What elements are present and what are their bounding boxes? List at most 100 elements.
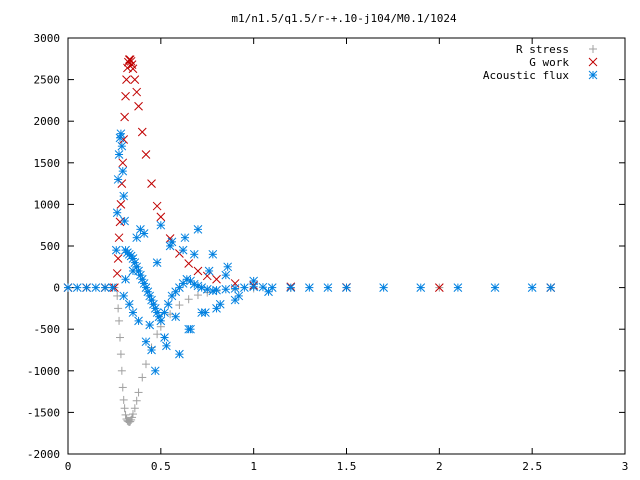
series-2-point: [117, 141, 127, 151]
y-tick-label: -1500: [27, 406, 60, 419]
series-2-point: [527, 283, 537, 292]
series-0-point: [126, 417, 135, 426]
series-2-point: [114, 150, 124, 159]
series-2-point: [113, 175, 123, 184]
series-2-point: [152, 258, 162, 267]
y-tick-label: 2000: [34, 115, 61, 128]
series-2-point: [116, 129, 126, 139]
series-2-point: [342, 283, 351, 292]
series-2-point: [221, 284, 231, 294]
series-2-point: [416, 283, 426, 292]
series-2-point: [112, 208, 122, 218]
series-1-point: [193, 266, 203, 276]
series-2-point: [163, 299, 173, 309]
series-0-point: [153, 330, 162, 339]
series-1-point: [156, 212, 166, 222]
series-1-point: [134, 101, 143, 111]
y-tick-label: 1500: [34, 157, 61, 170]
series-1-point: [202, 271, 212, 281]
series-0-point: [138, 373, 147, 382]
series-2-point: [139, 229, 149, 238]
y-tick-label: 0: [53, 282, 60, 295]
series-2-point: [202, 284, 212, 294]
legend-marker: [588, 70, 598, 80]
series-2-point: [160, 308, 169, 317]
series-1-point: [121, 91, 130, 101]
series-0-point: [120, 404, 129, 413]
series-2-point: [240, 283, 249, 292]
series-1-point: [184, 259, 194, 268]
series-0-point: [116, 350, 125, 359]
series-2-point: [120, 216, 129, 226]
series-2-point: [180, 233, 190, 243]
series-2-point: [156, 220, 166, 230]
series-1-point: [116, 200, 126, 209]
series-1-point: [125, 55, 135, 64]
series-2-point: [249, 276, 259, 286]
series-2-point: [128, 266, 138, 276]
y-axis-ticks: -2000 -1500 -1000 -500 0 500 1000 1500 2000 2500 3…: [27, 32, 625, 461]
x-tick-label: 1.5: [337, 460, 357, 473]
series-2-point: [156, 316, 166, 326]
series-1-point: [126, 56, 136, 66]
series-2-point: [286, 283, 296, 292]
y-tick-label: -500: [34, 323, 61, 336]
series-1-point: [147, 179, 156, 188]
series-2-point: [178, 245, 188, 255]
series-2-point: [118, 166, 128, 176]
series-2-point: [132, 233, 142, 243]
x-tick-label: 0: [65, 460, 72, 473]
series-1-point: [114, 233, 124, 243]
series-2-point: [119, 191, 129, 201]
series-2-point: [197, 308, 207, 317]
series-0-point: [130, 404, 139, 413]
series-2-point: [546, 283, 556, 292]
series-2-point: [490, 283, 500, 292]
series-2-point: [212, 285, 221, 295]
series-2-point: [197, 283, 207, 292]
series-2-point: [204, 266, 214, 276]
series-2-point: [150, 366, 160, 376]
series-2-point: [124, 299, 134, 309]
series-2-point: [379, 283, 388, 292]
series-0-point: [132, 396, 141, 405]
series-1-point: [112, 269, 122, 278]
legend-marker: [589, 45, 597, 53]
series-2-point: [264, 287, 273, 297]
series-1-point: [212, 274, 221, 284]
series-0-point: [128, 413, 137, 422]
series-2-point: [184, 324, 194, 334]
series-0-point: [134, 388, 143, 397]
series-2-point: [82, 283, 91, 292]
series-2-point: [305, 283, 314, 292]
series-0-point: [115, 333, 124, 342]
series-1-point: [113, 254, 123, 263]
series-2-point: [121, 274, 130, 284]
y-tick-label: 500: [40, 240, 60, 253]
series-2-point: [147, 345, 156, 355]
legend-marker: [588, 57, 598, 67]
series-2-point: [212, 304, 221, 313]
legend-label: R stress: [516, 43, 569, 56]
series-layer: [63, 55, 556, 426]
x-tick-label: 0.5: [151, 460, 171, 473]
series-2-point: [100, 283, 110, 292]
series-0-point: [114, 304, 123, 313]
series-0-point: [115, 316, 124, 325]
series-2-point: [221, 270, 231, 280]
series-0-point: [117, 366, 126, 375]
x-tick-label: 3: [622, 460, 629, 473]
series-1-point: [130, 75, 140, 84]
legend-label: Acoustic flux: [483, 69, 569, 82]
series-2-point: [72, 283, 82, 292]
series-1-point: [128, 64, 138, 74]
x-tick-label: 2.5: [522, 460, 542, 473]
y-tick-label: -1000: [27, 365, 60, 378]
y-tick-label: -2000: [27, 448, 60, 461]
series-2-point: [111, 245, 121, 255]
series-1-point: [141, 150, 151, 159]
series-0-point: [118, 383, 127, 392]
